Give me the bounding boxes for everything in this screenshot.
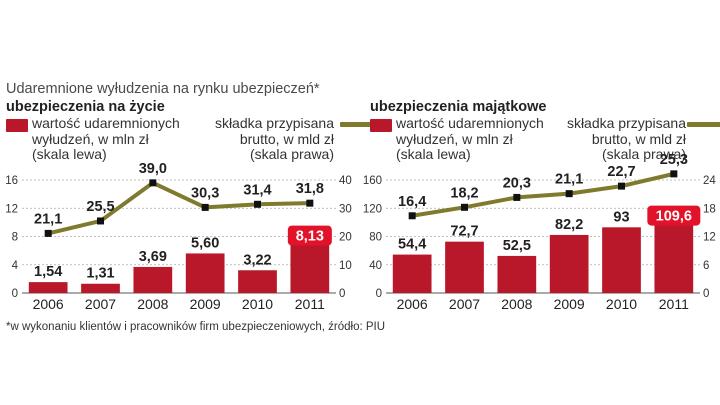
- right-left-tick-label: 80: [369, 232, 382, 244]
- right-line-marker: [670, 170, 678, 178]
- right-line-marker: [513, 193, 521, 201]
- right-line-value-label: 18,2: [450, 185, 478, 201]
- right-line-value-label: 16,4: [398, 194, 426, 210]
- left-left-tick-label: 8: [12, 232, 18, 244]
- left-category-label: 2006: [33, 296, 64, 312]
- left-bar: [133, 266, 173, 293]
- left-line-marker: [97, 217, 104, 225]
- right-line-value-label: 20,3: [503, 175, 531, 191]
- left-bar-legend-label: wartość udaremnionych wyłudzeń, w mln zł…: [32, 115, 180, 162]
- left-bar-value-label: 1,54: [34, 264, 62, 280]
- left-line-value-label: 31,8: [296, 181, 324, 197]
- left-category-label: 2011: [295, 296, 325, 312]
- right-bar-legend-label: wartość udaremnionych wyłudzeń, w mln zł…: [396, 115, 544, 162]
- right-bar-value-label: 93: [613, 209, 629, 225]
- right-right-tick-label: 0: [703, 288, 709, 300]
- left-left-tick-label: 4: [12, 260, 19, 272]
- right-line-marker: [618, 182, 625, 190]
- left-bar: [81, 283, 120, 293]
- left-category-label: 2007: [85, 296, 116, 312]
- right-line-value-label: 22,7: [607, 164, 635, 180]
- right-right-tick-label: 12: [703, 232, 716, 244]
- left-bar: [238, 270, 277, 293]
- left-left-tick-label: 16: [5, 175, 18, 187]
- left-line-legend-swatch: [340, 122, 378, 127]
- right-line-value-label: 25,3: [660, 152, 688, 168]
- left-bar-value-label: 8,13: [296, 229, 324, 245]
- right-bar-legend-swatch: [370, 119, 392, 132]
- left-line-marker: [306, 199, 314, 207]
- left-category-label: 2009: [190, 296, 221, 312]
- left-bar-value-label: 3,22: [243, 252, 271, 268]
- right-bar: [549, 234, 589, 293]
- left-line-marker: [149, 179, 157, 187]
- right-bar: [445, 241, 484, 293]
- left-line-value-label: 30,3: [191, 185, 219, 201]
- right-bar: [392, 254, 432, 293]
- left-line-value-label: 21,1: [34, 211, 62, 227]
- left-bar-label-highlight: [287, 225, 332, 246]
- left-right-tick-label: 20: [339, 232, 352, 244]
- right-line-value-label: 21,1: [555, 172, 583, 188]
- left-left-tick-label: 0: [12, 288, 18, 300]
- right-left-tick-label: 40: [369, 260, 382, 272]
- right-bar-value-label: 72,7: [450, 224, 478, 240]
- right-line-series: [411, 171, 675, 218]
- right-bar-value-label: 109,6: [656, 209, 692, 225]
- left-line-marker: [201, 203, 209, 211]
- left-bar-value-label: 1,31: [86, 266, 114, 282]
- left-right-tick-label: 10: [339, 260, 352, 272]
- right-category-label: 2006: [397, 296, 428, 312]
- left-category-label: 2008: [137, 296, 168, 312]
- right-category-label: 2007: [449, 296, 480, 312]
- right-line-marker: [408, 212, 416, 220]
- left-line-value-label: 39,0: [139, 161, 167, 177]
- left-line-series: [47, 180, 310, 236]
- left-line-legend-label: składka przypisana brutto, w mld zł (ska…: [214, 115, 334, 162]
- left-bar-legend-swatch: [6, 119, 28, 132]
- right-line-marker: [461, 203, 468, 211]
- left-panel-title: ubezpieczenia na życie: [6, 99, 165, 115]
- right-category-label: 2010: [606, 296, 637, 312]
- right-bar-value-label: 82,2: [555, 217, 583, 233]
- main-title: Udaremnione wyłudzenia na rynku ubezpiec…: [6, 81, 320, 97]
- left-right-tick-label: 40: [339, 175, 352, 187]
- right-category-label: 2011: [659, 296, 689, 312]
- right-right-tick-label: 6: [703, 260, 709, 272]
- right-category-label: 2009: [554, 296, 585, 312]
- left-line-value-label: 25,5: [86, 199, 114, 215]
- right-line-marker: [565, 190, 573, 198]
- left-bar-value-label: 3,69: [139, 249, 167, 265]
- left-bar: [185, 253, 225, 293]
- footnote: *w wykonaniu klientów i pracowników firm…: [6, 321, 386, 333]
- left-bar-value-label: 5,60: [191, 235, 219, 251]
- right-line-legend-swatch: [687, 122, 720, 127]
- right-left-tick-label: 120: [363, 203, 382, 215]
- right-bar: [602, 227, 641, 293]
- right-right-tick-label: 24: [703, 175, 716, 187]
- right-bar: [497, 255, 537, 293]
- left-right-tick-label: 0: [339, 288, 345, 300]
- right-panel-title: ubezpieczenia majątkowe: [370, 99, 547, 115]
- right-left-tick-label: 160: [363, 175, 382, 187]
- right-line-legend-label: składka przypisana brutto, w mld zł (ska…: [566, 115, 686, 162]
- right-bar: [654, 215, 694, 293]
- left-line-marker: [254, 200, 261, 208]
- left-left-tick-label: 12: [5, 203, 18, 215]
- left-bar: [28, 282, 68, 293]
- right-bar-label-highlight: [647, 205, 701, 226]
- right-category-label: 2008: [501, 296, 532, 312]
- left-line-marker: [44, 229, 52, 237]
- right-bar-value-label: 54,4: [398, 237, 426, 253]
- right-right-tick-label: 18: [703, 203, 716, 215]
- left-right-tick-label: 30: [339, 203, 352, 215]
- right-bar-value-label: 52,5: [503, 238, 531, 254]
- left-line-value-label: 31,4: [243, 182, 271, 198]
- left-category-label: 2010: [242, 296, 273, 312]
- right-left-tick-label: 0: [376, 288, 382, 300]
